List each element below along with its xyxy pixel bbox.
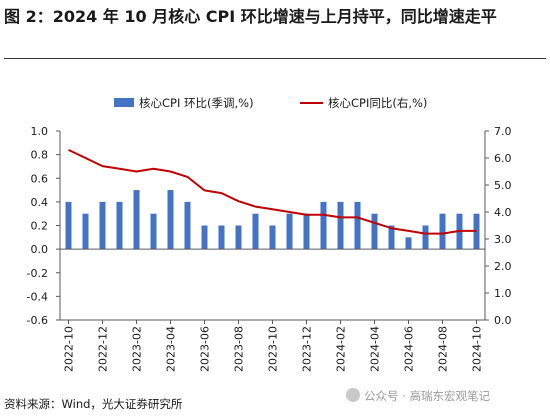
- bar: [82, 213, 89, 250]
- x-axis-tick-label: 2023-12: [301, 326, 314, 372]
- left-axis-tick-label: 0.6: [31, 172, 49, 185]
- right-y-axis: 0.0 1.0 2.0 3.0 4.0 5.0 6.0 7.0: [484, 125, 512, 327]
- bar: [235, 225, 242, 250]
- left-axis-tick-label: -0.2: [27, 267, 48, 280]
- bar: [99, 201, 106, 250]
- x-axis-tick-label: 2024-10: [471, 326, 484, 372]
- bar: [422, 225, 429, 250]
- source-note: 资料来源：Wind，光大证券研究所: [4, 397, 183, 411]
- bar: [65, 201, 72, 250]
- bar: [150, 213, 157, 250]
- bar: [116, 201, 123, 250]
- right-axis-tick-label: 4.0: [494, 206, 512, 219]
- legend-bar-swatch: [114, 98, 134, 107]
- bar: [252, 213, 259, 250]
- bar: [167, 190, 174, 250]
- right-axis-tick-label: 0.0: [494, 314, 512, 327]
- right-axis-tick-label: 1.0: [494, 287, 512, 300]
- bar: [269, 225, 276, 250]
- x-axis-tick-label: 2022-12: [97, 326, 110, 372]
- bar: [303, 213, 310, 250]
- right-axis-tick-label: 3.0: [494, 233, 512, 246]
- bar: [133, 190, 140, 250]
- bar: [439, 213, 446, 250]
- left-axis-tick-label: 1.0: [31, 125, 49, 138]
- bar: [354, 201, 361, 250]
- bar: [371, 213, 378, 250]
- wechat-icon: [346, 388, 360, 402]
- x-axis-tick-label: 2023-06: [199, 326, 212, 372]
- line-series: [68, 148, 477, 235]
- title-divider: [4, 58, 546, 59]
- right-axis-tick-label: 6.0: [494, 152, 512, 165]
- bar: [218, 225, 225, 250]
- bar: [337, 201, 344, 250]
- left-axis-tick-label: 0.4: [31, 196, 49, 209]
- x-axis: 2022-10 2022-12 2023-02 2023-04 2023-06 2023-…: [60, 319, 485, 372]
- figure-title: 图 2：2024 年 10 月核心 CPI 环比增速与上月持平，同比增速走平: [4, 7, 497, 26]
- left-axis-tick-label: -0.6: [27, 314, 48, 327]
- bar-series: [65, 190, 480, 250]
- x-axis-tick-label: 2022-10: [63, 326, 76, 372]
- x-axis-tick-label: 2023-08: [233, 326, 246, 372]
- x-axis-tick-label: 2023-02: [131, 326, 144, 372]
- left-axis-tick-label: 0.0: [31, 243, 49, 256]
- bar: [184, 201, 191, 250]
- x-axis-tick-label: 2024-06: [403, 326, 416, 372]
- left-axis-tick-label: 0.2: [31, 220, 49, 233]
- x-axis-tick-label: 2024-02: [335, 326, 348, 372]
- chart-legend: 核心CPI 环比(季调,%) 核心CPI同比(右,%): [114, 96, 427, 110]
- legend-bar-label: 核心CPI 环比(季调,%): [139, 96, 254, 110]
- bar: [201, 225, 208, 250]
- bar: [320, 201, 327, 250]
- legend-line-label: 核心CPI同比(右,%): [328, 96, 427, 110]
- bar: [405, 237, 412, 250]
- left-y-axis: -0.6 -0.4 -0.2 0.0 0.2 0.4 0.6 0.8 1.0: [27, 125, 61, 327]
- bar: [388, 225, 395, 250]
- line-path: [68, 148, 477, 235]
- left-axis-tick-label: -0.4: [27, 290, 48, 303]
- x-axis-tick-label: 2024-08: [437, 326, 450, 372]
- x-axis-tick-label: 2023-04: [165, 326, 178, 372]
- watermark: 公众号 · 高瑞东宏观笔记: [346, 388, 490, 404]
- x-axis-tick-label: 2023-10: [267, 326, 280, 372]
- right-axis-tick-label: 2.0: [494, 260, 512, 273]
- x-axis-tick-label: 2024-04: [369, 326, 382, 372]
- watermark-text: 公众号 · 高瑞东宏观笔记: [364, 389, 490, 403]
- right-axis-tick-label: 7.0: [494, 125, 512, 138]
- right-axis-tick-label: 5.0: [494, 179, 512, 192]
- bar: [286, 213, 293, 250]
- left-axis-tick-label: 0.8: [31, 149, 49, 162]
